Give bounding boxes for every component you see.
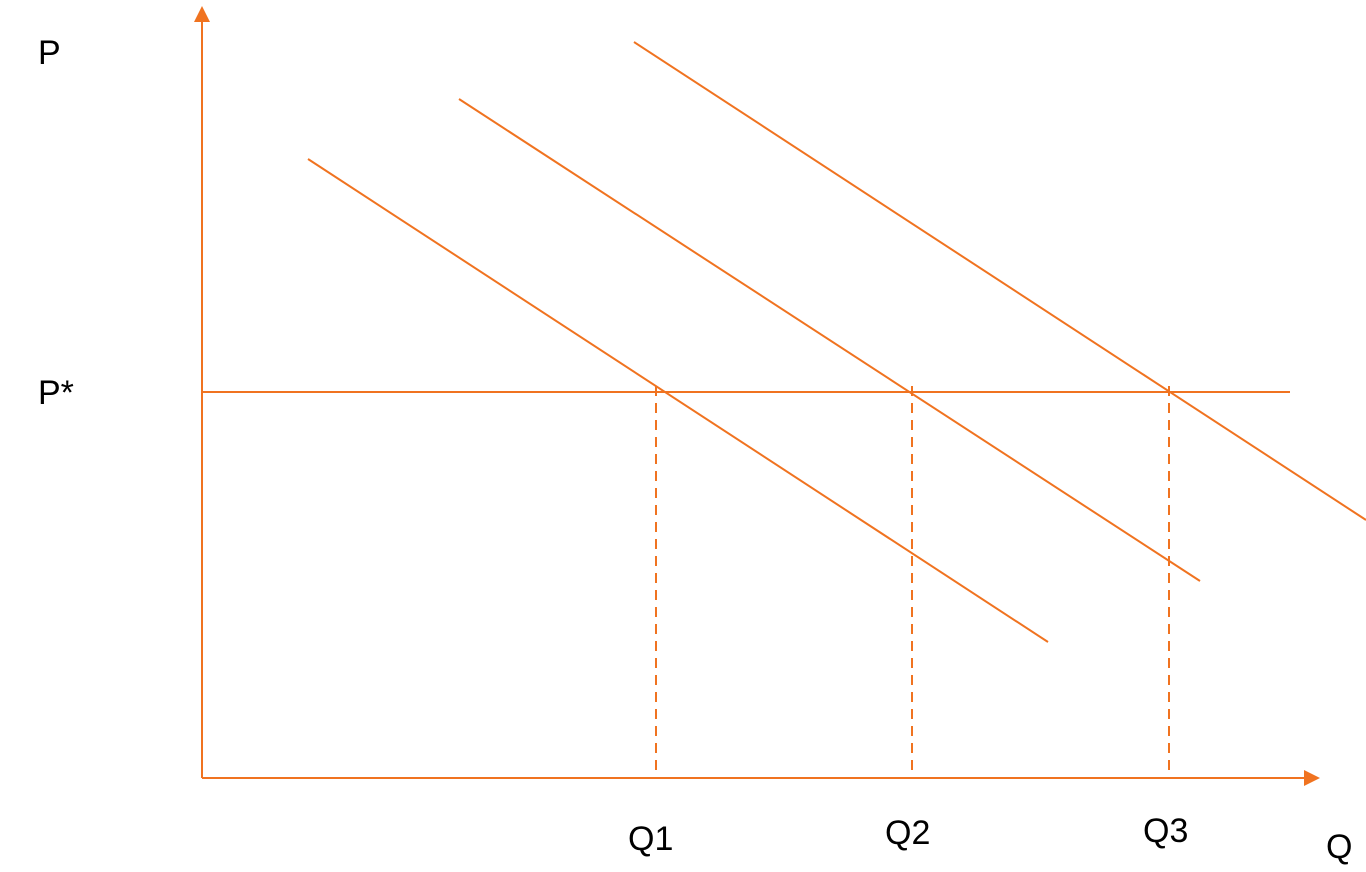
q3-label: Q3 — [1143, 812, 1189, 850]
curve-2 — [458, 98, 1201, 582]
x-axis-arrowhead — [1304, 770, 1320, 786]
x-axis-label: Q — [1326, 828, 1353, 866]
curve-1 — [307, 158, 1049, 643]
q1-label: Q1 — [628, 820, 674, 858]
q2-label: Q2 — [885, 814, 931, 852]
price-level-label: P* — [38, 374, 74, 412]
curve-3 — [633, 41, 1366, 521]
y-axis-label: P — [38, 34, 61, 72]
y-axis-arrowhead — [194, 6, 210, 22]
